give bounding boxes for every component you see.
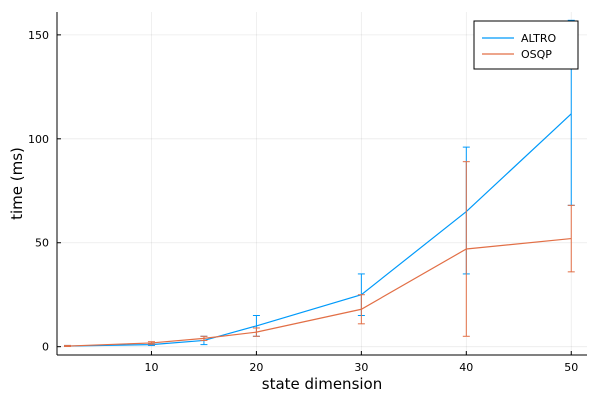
series-layer <box>63 19 575 347</box>
x-tick-label: 10 <box>144 361 158 374</box>
legend-box <box>473 20 579 70</box>
axis-labels: state dimension time (ms) <box>8 147 382 393</box>
legend-label-osqp: OSQP <box>521 48 552 61</box>
x-tick-label: 30 <box>354 361 368 374</box>
y-tick-label: 0 <box>42 341 49 354</box>
x-tick-label: 40 <box>459 361 473 374</box>
y-tick-label: 150 <box>28 29 49 42</box>
series-line-osqp <box>67 237 572 347</box>
x-tick-label: 50 <box>564 361 578 374</box>
axes: 10 20 30 40 50 0 50 100 150 <box>28 12 587 374</box>
y-axis-label: time (ms) <box>8 147 26 220</box>
x-axis-label: state dimension <box>262 375 382 393</box>
y-tick-label: 100 <box>28 133 49 146</box>
legend-label-altro: ALTRO <box>521 32 557 45</box>
series-osqp <box>63 161 575 347</box>
series-line-altro <box>67 113 572 347</box>
x-tick-label: 20 <box>249 361 263 374</box>
legend: ALTRO OSQP <box>473 20 579 70</box>
y-tick-label: 50 <box>35 237 49 250</box>
